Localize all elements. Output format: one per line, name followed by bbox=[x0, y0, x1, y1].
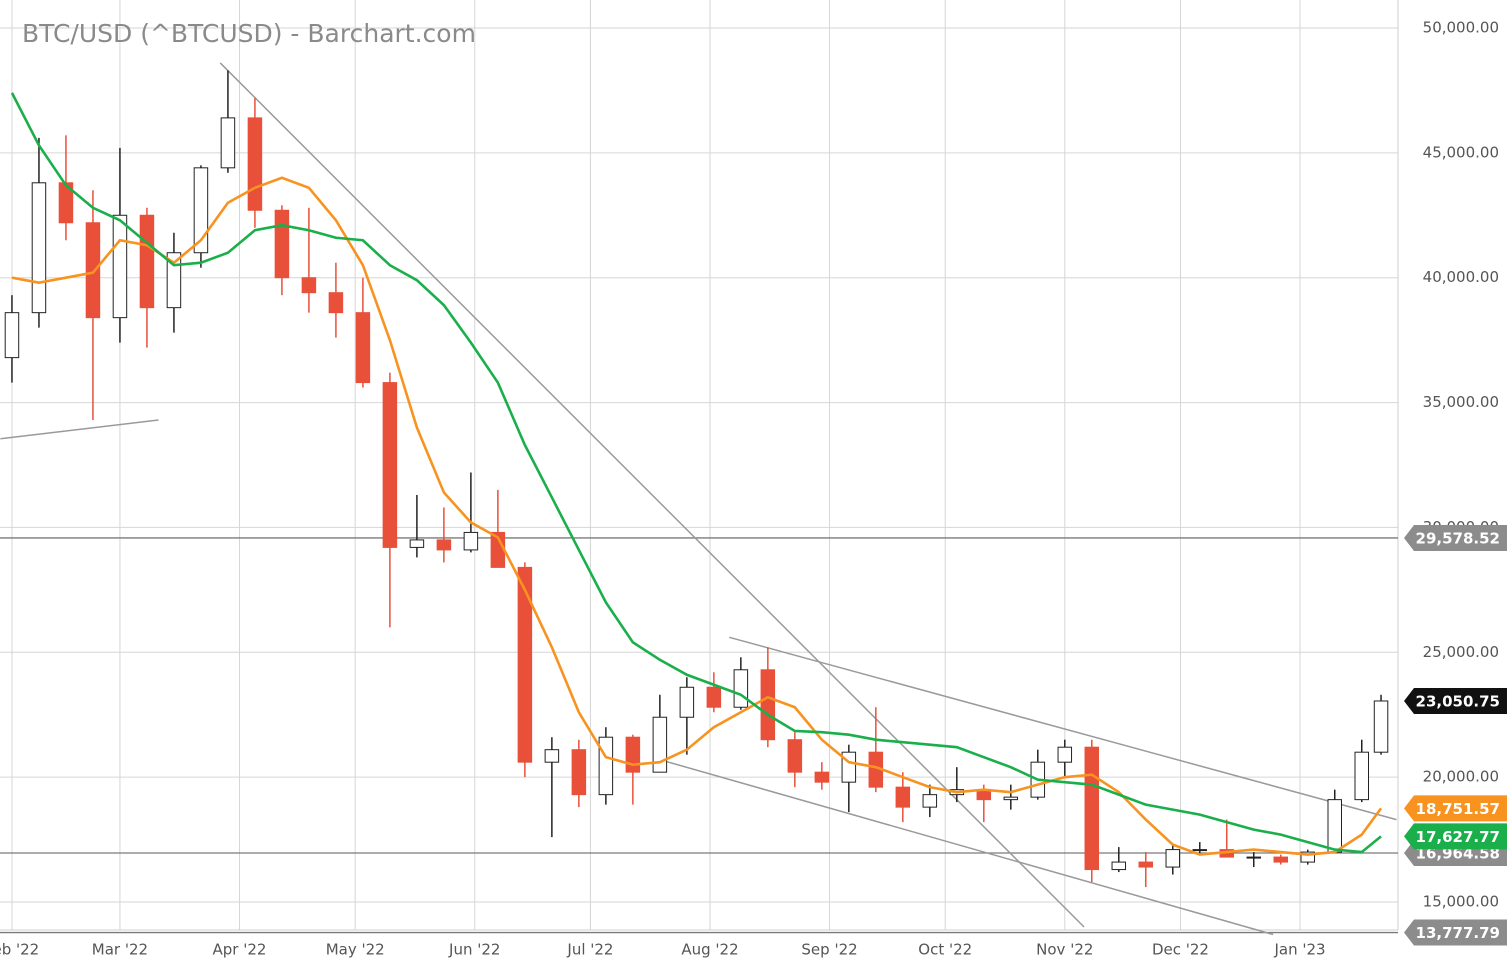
candle-body bbox=[1057, 746, 1073, 763]
x-tick-label: Oct '22 bbox=[918, 941, 972, 959]
candle-body bbox=[1192, 849, 1208, 852]
x-tick-label: Dec '22 bbox=[1152, 941, 1209, 959]
candle-body bbox=[1138, 861, 1154, 868]
candle-body bbox=[1246, 856, 1262, 859]
candle-body bbox=[895, 786, 911, 808]
candle-body bbox=[1354, 751, 1369, 801]
candle-body bbox=[517, 566, 533, 763]
candle-body bbox=[31, 182, 47, 314]
x-tick-label: Nov '22 bbox=[1036, 941, 1093, 959]
candle-body bbox=[598, 736, 614, 796]
x-tick-label: Jul '22 bbox=[566, 941, 613, 959]
chart-title: BTC/USD (^BTCUSD) - Barchart.com bbox=[22, 19, 476, 48]
price-label-box bbox=[1404, 919, 1507, 946]
x-tick-label: Jan '23 bbox=[1273, 941, 1325, 959]
candle-body bbox=[328, 292, 344, 314]
plot bbox=[0, 62, 1398, 936]
candle-body bbox=[760, 669, 776, 741]
y-tick-label: 45,000.00 bbox=[1423, 143, 1499, 161]
candle-body bbox=[274, 209, 290, 279]
candle-body bbox=[1300, 851, 1316, 863]
candle-body bbox=[544, 749, 560, 763]
x-tick-label: Jun '22 bbox=[448, 941, 500, 959]
price-label: 23,050.75 bbox=[1416, 692, 1500, 710]
candle-body bbox=[220, 117, 236, 169]
candle-body bbox=[85, 222, 101, 319]
x-tick-label: Apr '22 bbox=[213, 941, 267, 959]
candle-body bbox=[1373, 700, 1389, 753]
candle-body bbox=[4, 312, 20, 359]
candle-body bbox=[247, 117, 263, 211]
y-tick-label: 50,000.00 bbox=[1423, 18, 1499, 36]
candle-body bbox=[409, 539, 425, 548]
candle-body bbox=[1084, 746, 1100, 871]
moving-average-line bbox=[11, 176, 1383, 856]
candle-body bbox=[1111, 861, 1127, 871]
candle-body bbox=[58, 182, 74, 224]
candle-body bbox=[139, 214, 155, 309]
y-tick-label: 35,000.00 bbox=[1423, 393, 1499, 411]
price-label-box bbox=[1404, 795, 1507, 822]
candle-body bbox=[463, 531, 479, 551]
y-tick-label: 20,000.00 bbox=[1423, 768, 1499, 786]
candle-body bbox=[571, 749, 587, 796]
candle-body bbox=[1165, 849, 1181, 868]
y-tick-label: 15,000.00 bbox=[1423, 893, 1499, 911]
price-label-box bbox=[1404, 687, 1507, 714]
candle-body bbox=[1003, 796, 1019, 801]
candle-body bbox=[922, 794, 938, 808]
price-label-box bbox=[1404, 823, 1507, 850]
price-label: 17,627.77 bbox=[1416, 828, 1500, 846]
candle-body bbox=[301, 277, 317, 294]
price-label: 18,751.57 bbox=[1416, 800, 1500, 818]
candle-body bbox=[355, 312, 371, 384]
candle-body bbox=[733, 669, 749, 708]
x-tick-label: Sep '22 bbox=[801, 941, 857, 959]
candle-body bbox=[652, 716, 668, 773]
candle-body bbox=[436, 539, 452, 551]
candle-body bbox=[112, 214, 128, 319]
x-tick-label: Mar '22 bbox=[92, 941, 148, 959]
candle-body bbox=[1327, 799, 1343, 853]
y-tick-label: 25,000.00 bbox=[1423, 643, 1499, 661]
x-tick-label: Aug '22 bbox=[681, 941, 738, 959]
trendline bbox=[729, 636, 1397, 821]
price-label: 13,777.79 bbox=[1416, 924, 1500, 942]
trendline bbox=[219, 62, 1085, 928]
price-labels: 29,578.5216,964.5813,777.7923,050.7518,7… bbox=[1404, 524, 1507, 946]
candle-body bbox=[382, 382, 398, 548]
candle-body bbox=[166, 252, 182, 309]
candle-body bbox=[679, 686, 695, 718]
trendline bbox=[0, 419, 159, 440]
trendline bbox=[659, 758, 1274, 936]
candle-body bbox=[625, 736, 641, 773]
price-label-box bbox=[1404, 524, 1507, 551]
y-tick-label: 40,000.00 bbox=[1423, 268, 1499, 286]
candle-body bbox=[706, 686, 722, 708]
price-label: 29,578.52 bbox=[1416, 529, 1500, 547]
candle-body bbox=[1273, 856, 1289, 863]
candle-body bbox=[814, 771, 830, 783]
x-tick-label: May '22 bbox=[326, 941, 385, 959]
candle-body bbox=[787, 739, 803, 773]
x-tick-label: Feb '22 bbox=[0, 941, 39, 959]
candle-body bbox=[193, 167, 209, 254]
moving-average-line bbox=[10, 92, 1382, 854]
